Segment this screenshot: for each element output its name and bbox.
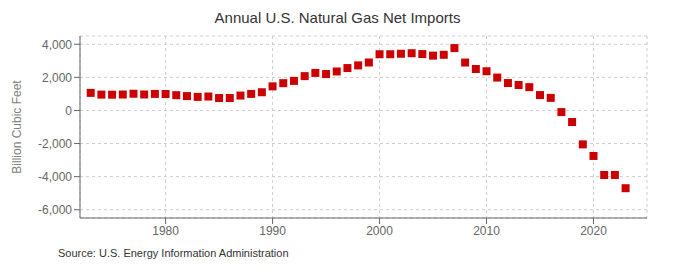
svg-text:2010: 2010 xyxy=(473,224,500,238)
svg-text:Billion Cubic Feet: Billion Cubic Feet xyxy=(10,80,24,174)
svg-text:-6,000: -6,000 xyxy=(38,203,72,217)
svg-text:2000: 2000 xyxy=(366,224,393,238)
svg-text:2,000: 2,000 xyxy=(42,71,72,85)
html-text:Annual U.S. Natural Gas Net Im: Annual U.S. Natural Gas Net Imports xyxy=(214,9,461,26)
svg-text:0: 0 xyxy=(65,104,72,118)
svg-text:-4,000: -4,000 xyxy=(38,170,72,184)
svg-text:-2,000: -2,000 xyxy=(38,137,72,151)
svg-text:1990: 1990 xyxy=(259,224,286,238)
html-text:Source: U.S. Energy Informatio: Source: U.S. Energy Information Administ… xyxy=(58,247,289,259)
svg-text:2020: 2020 xyxy=(580,224,607,238)
svg-text:1980: 1980 xyxy=(152,224,179,238)
svg-text:4,000: 4,000 xyxy=(42,38,72,52)
